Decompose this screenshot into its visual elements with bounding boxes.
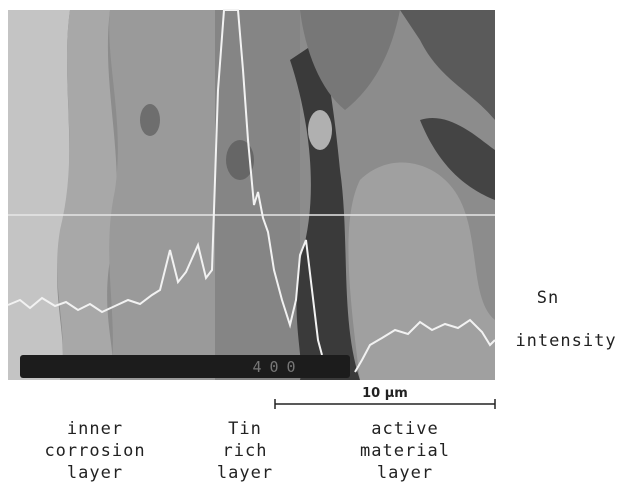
- element-label: Sn: [537, 288, 559, 308]
- signal-label: intensity: [515, 331, 616, 351]
- region-label: active: [371, 419, 438, 439]
- region-label: inner: [67, 419, 123, 439]
- region-label: Tin: [228, 419, 262, 439]
- region-label: material: [360, 441, 450, 461]
- micrograph: 400: [7, 9, 496, 380]
- region-label: layer: [377, 463, 433, 482]
- region-label: corrosion: [44, 441, 145, 461]
- region-label: layer: [67, 463, 123, 482]
- image-label: 400: [252, 358, 303, 376]
- region-label: layer: [217, 463, 273, 482]
- region-label: rich: [223, 441, 268, 461]
- scale-bar-label: 10 μm: [362, 386, 408, 401]
